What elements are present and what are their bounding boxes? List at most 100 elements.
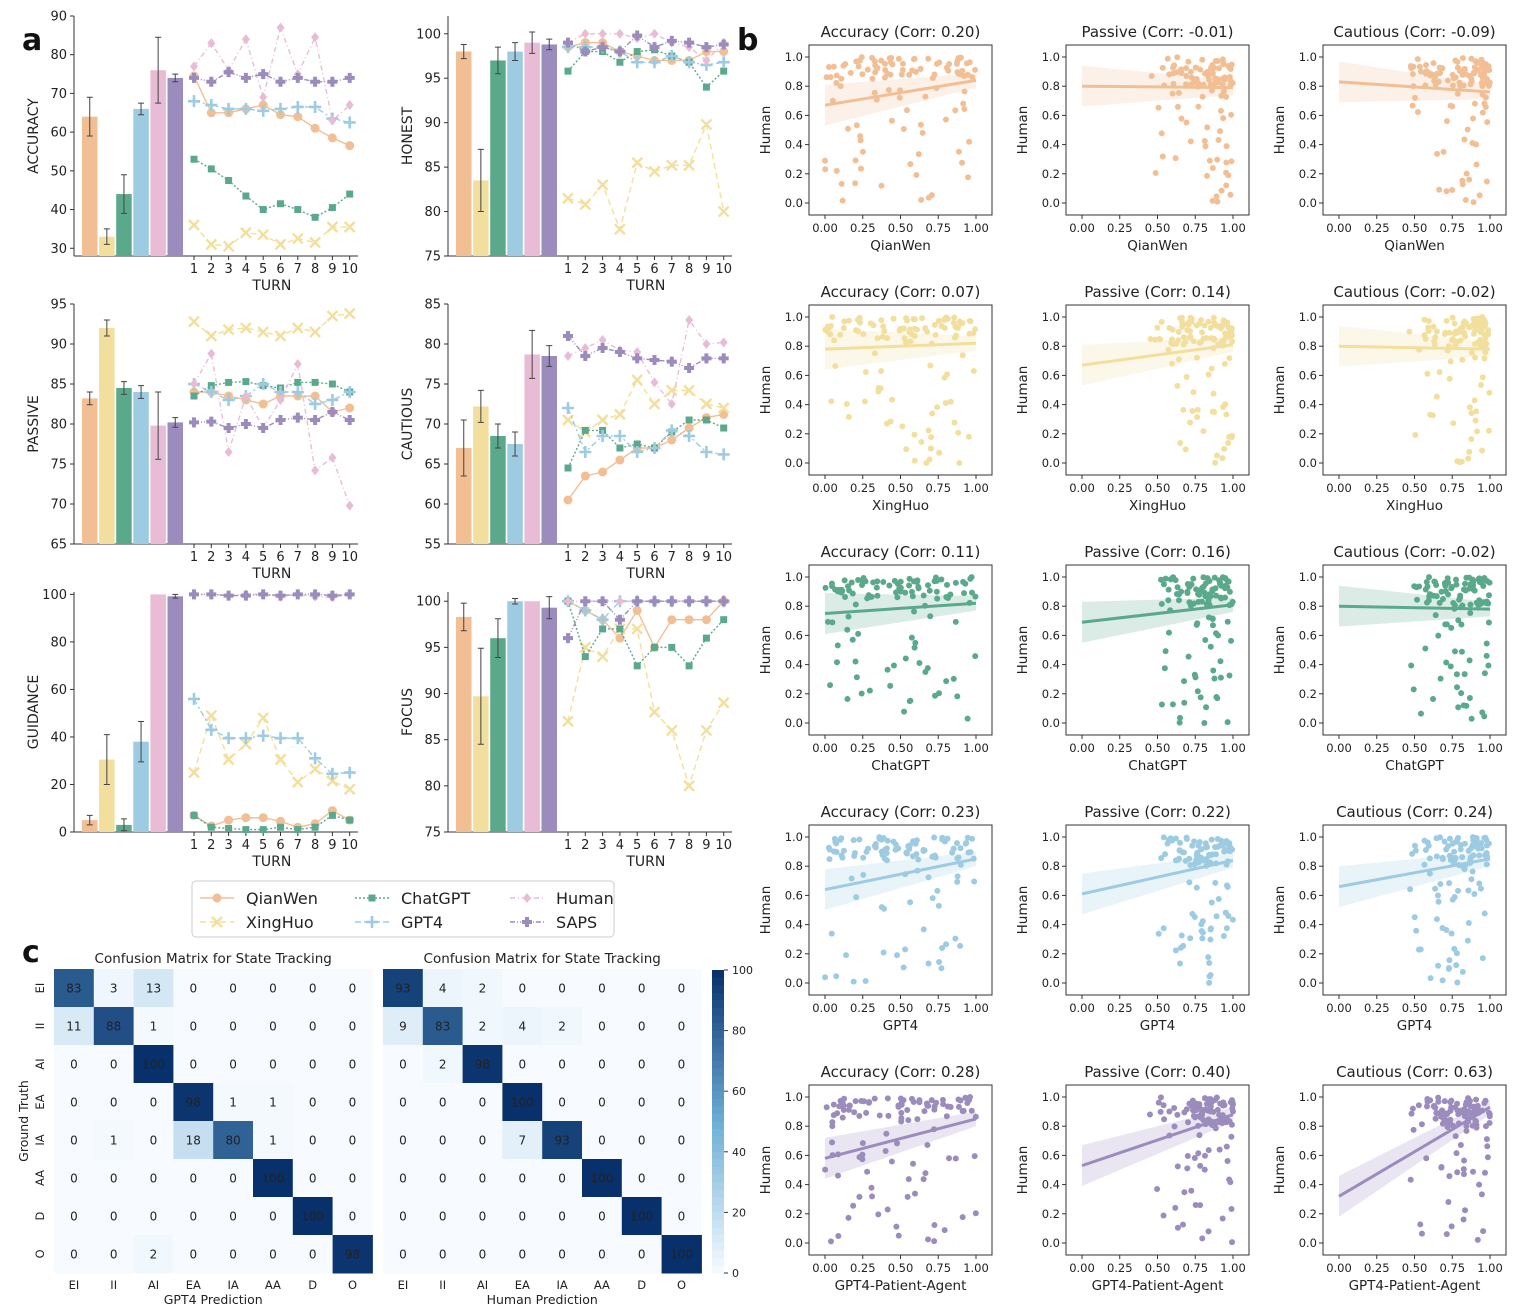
x-tick-label: 0.00 <box>1069 1001 1095 1015</box>
cell-value: 0 <box>399 1172 407 1186</box>
scatter-point <box>954 325 961 332</box>
point <box>242 826 250 834</box>
y-axis-label: Human <box>758 1146 774 1195</box>
y-tick-label: 70 <box>50 87 67 102</box>
bar <box>99 759 115 832</box>
cell-value: 0 <box>229 1172 237 1186</box>
scatter-point <box>1440 148 1447 155</box>
y-tick-label: 0.6 <box>1042 628 1060 642</box>
scatter-point <box>944 315 951 322</box>
scatter-point <box>905 1117 912 1124</box>
scatter-point <box>861 398 868 405</box>
cell-value: 0 <box>439 1096 447 1110</box>
point <box>717 448 730 461</box>
x-axis-label: Human Prediction <box>487 1292 598 1307</box>
cell-value: 0 <box>678 1058 686 1072</box>
point <box>326 394 339 406</box>
colorbar-segment <box>712 1151 724 1160</box>
error-bar <box>103 319 110 337</box>
cell-value: 0 <box>399 1058 407 1072</box>
scatter-point <box>1209 615 1216 622</box>
heatmap-cell <box>173 1121 214 1160</box>
scatter-point <box>1481 1169 1488 1176</box>
x-axis-label: ChatGPT <box>871 758 930 774</box>
heatmap-cell <box>621 1159 663 1198</box>
point <box>343 766 356 779</box>
scatter-point <box>1473 408 1480 415</box>
point <box>648 165 661 178</box>
scatter-point <box>1479 374 1486 381</box>
scatter-point <box>1220 317 1227 324</box>
scatter-point <box>1461 866 1468 873</box>
scatter-point <box>1479 955 1486 962</box>
scatter-point <box>897 325 904 332</box>
y-axis-label: FOCUS <box>400 688 416 736</box>
scatter-point <box>1417 710 1424 717</box>
scatter-point <box>1486 579 1493 586</box>
scatter-point <box>873 96 880 103</box>
scatter-point <box>1460 1171 1467 1178</box>
scatter-point <box>931 1106 938 1113</box>
scatter-point <box>1417 1221 1424 1228</box>
x-tick-label: 0.25 <box>850 481 876 495</box>
scatter-point <box>830 1101 837 1108</box>
point <box>258 69 269 80</box>
scatter-point <box>871 89 878 96</box>
confidence-band <box>1339 61 1490 103</box>
scatter-point <box>1203 704 1210 711</box>
cell-value: 4 <box>518 1020 526 1034</box>
scatter-point <box>938 576 945 583</box>
heatmap-cell <box>332 1121 373 1160</box>
y-tick-label: 60 <box>50 126 67 141</box>
scatter-point <box>1198 338 1205 345</box>
scatter-point <box>1414 56 1421 63</box>
x-tick-label: 3 <box>224 838 232 853</box>
heatmap-cell <box>173 1197 214 1236</box>
cell-value: 9 <box>399 1020 407 1034</box>
heatmap-cell <box>502 1235 543 1274</box>
scatter-point <box>1425 842 1432 849</box>
point <box>702 416 710 424</box>
scatter-point <box>1451 945 1458 952</box>
scatter-point <box>1177 944 1184 951</box>
y-tick-label: 0.8 <box>1042 79 1060 93</box>
point <box>684 37 695 48</box>
heatmap-cell <box>422 1121 464 1160</box>
point <box>700 724 713 737</box>
scatter-point <box>1460 1157 1467 1164</box>
scatter-point <box>1195 1113 1202 1120</box>
point <box>562 192 574 205</box>
scatter-point <box>1451 320 1458 327</box>
scatter-point <box>943 1113 950 1120</box>
heatmap-cell <box>621 1045 663 1084</box>
cell-value: 0 <box>598 1096 606 1110</box>
cell-value: 0 <box>349 1210 357 1224</box>
point <box>597 596 608 607</box>
scatter-point <box>829 1152 836 1159</box>
point <box>596 613 609 626</box>
heatmap-cell <box>253 1121 294 1160</box>
scatter-point <box>1195 1150 1202 1157</box>
heatmap-cell <box>462 1235 503 1274</box>
scatter-point <box>1148 73 1155 80</box>
point <box>326 775 339 787</box>
cell-value: 0 <box>150 1210 158 1224</box>
scatter-point <box>1460 319 1467 326</box>
scatter-point <box>917 121 924 128</box>
scatter-point <box>1462 196 1469 203</box>
point <box>240 419 251 429</box>
heatmap-cell <box>661 1083 702 1122</box>
scatter-point <box>856 1154 863 1161</box>
y-tick-label: 0.6 <box>1042 368 1060 382</box>
scatter-point <box>829 1119 836 1126</box>
scatter-point <box>931 578 938 585</box>
y-tick-label: 0.4 <box>785 658 803 672</box>
bar <box>490 638 506 832</box>
scatter-point <box>907 899 914 906</box>
scatter-point <box>1207 1095 1214 1102</box>
error-bar <box>477 389 484 423</box>
heatmap-cell <box>462 1121 503 1160</box>
